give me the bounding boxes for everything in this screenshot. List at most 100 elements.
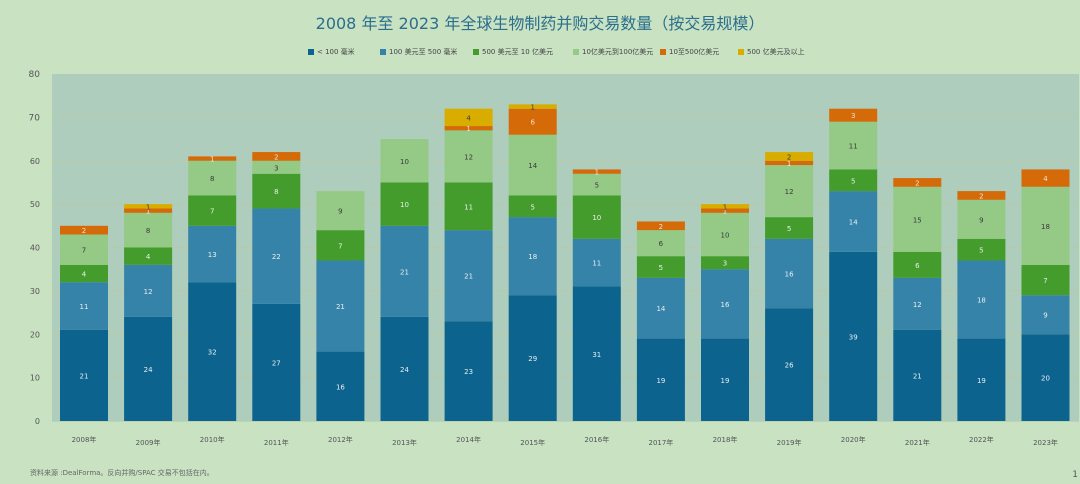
y-tick-label: 40 <box>30 244 40 253</box>
data-label: 4 <box>146 253 151 261</box>
data-label: 6 <box>915 262 920 270</box>
legend-label: 500 美元至 10 亿美元 <box>482 48 553 56</box>
bar-segment <box>188 225 237 283</box>
bar-segment <box>893 178 942 187</box>
x-tick-label: 2015年 <box>520 438 545 447</box>
bar-segment <box>380 139 429 183</box>
legend-item-100m-500m: 100 美元至 500 毫米 <box>380 47 457 57</box>
bar-stack: 29 18 5 14 6 1 <box>508 104 557 421</box>
data-label: 2 <box>787 153 791 161</box>
bar-stack: 26 16 5 12 12 <box>765 152 814 421</box>
y-tick-label: 30 <box>30 287 40 296</box>
bar-segment <box>957 238 1006 261</box>
bar-segment <box>572 169 621 174</box>
bar-segment <box>701 204 749 209</box>
data-label: 8 <box>146 227 150 235</box>
bar-segment <box>124 264 173 317</box>
bar-segment <box>60 329 108 421</box>
bar-segment <box>316 230 365 261</box>
bar-segment <box>252 173 301 209</box>
data-label: 2 <box>82 227 86 235</box>
legend-swatch <box>738 49 744 55</box>
data-label: 6 <box>659 240 664 248</box>
data-label: 9 <box>338 208 342 216</box>
data-label: 5 <box>659 264 663 272</box>
bar-segment <box>188 282 237 421</box>
bar-segment <box>893 251 942 278</box>
bar-segment <box>444 126 493 131</box>
bar-segment <box>957 260 1006 339</box>
bar-segment <box>893 277 942 330</box>
legend-item-1b-50b: 10至500亿美元 <box>660 47 719 57</box>
bar-segment <box>444 130 493 183</box>
x-tick-label: 2011年 <box>264 438 289 447</box>
bar-segment <box>572 286 621 421</box>
data-label: 12 <box>913 301 922 309</box>
legend-swatch <box>573 49 579 55</box>
legend: < 100 毫米 100 美元至 500 毫米 500 美元至 10 亿美元 1… <box>300 44 820 60</box>
bar-segment <box>380 182 429 226</box>
data-label: 7 <box>210 208 214 216</box>
bar-segment <box>701 256 749 270</box>
data-label: 3 <box>723 260 727 268</box>
data-label: 39 <box>849 333 858 341</box>
data-label: 21 <box>913 372 922 380</box>
bar-segment <box>252 160 301 174</box>
bar-segment <box>444 321 493 421</box>
data-label: 9 <box>1043 312 1047 320</box>
data-label: 10 <box>400 158 409 166</box>
x-tick-label: 2012年 <box>328 435 353 444</box>
legend-swatch <box>660 49 666 55</box>
data-label: 1 <box>530 104 534 112</box>
data-label: 10 <box>592 214 601 222</box>
data-label: 8 <box>210 175 214 183</box>
data-label: 11 <box>849 143 858 151</box>
bar-segment <box>765 152 814 161</box>
data-label: 2 <box>979 192 983 200</box>
bar-segment <box>444 108 493 127</box>
x-tick-label: 2016年 <box>584 435 609 444</box>
data-label: 20 <box>1041 375 1050 383</box>
bar-stack: 39 14 5 11 3 <box>829 108 878 421</box>
data-label: 24 <box>400 366 409 374</box>
data-label: 12 <box>785 188 794 196</box>
data-label: 1 <box>595 169 599 177</box>
bar-segment <box>60 282 108 330</box>
x-tick-label: 2018年 <box>713 435 738 444</box>
bar-stack: 20 9 7 18 4 <box>1021 169 1070 421</box>
bar-segment <box>829 108 878 122</box>
bar-segment <box>893 186 942 252</box>
chart-title: 2008 年至 2023 年全球生物制药并购交易数量（按交易规模） <box>315 14 765 33</box>
bar-segment <box>124 316 173 421</box>
legend-item-lt100m: < 100 毫米 <box>308 47 355 57</box>
page-marker: 1 <box>1072 470 1078 480</box>
data-label: 1 <box>146 203 150 211</box>
bar-segment <box>252 152 301 161</box>
data-label: 2 <box>274 153 278 161</box>
bar-stack: 24 21 10 10 <box>380 139 429 421</box>
data-label: 21 <box>336 303 345 311</box>
bar-segment <box>701 269 749 339</box>
x-tick-label: 2021年 <box>905 438 930 447</box>
footnote: 资料来源 :DealForma。反向并购/SPAC 交易不包括在内。 <box>30 469 214 477</box>
data-label: 12 <box>464 153 473 161</box>
data-label: 4 <box>1043 175 1048 183</box>
bar-stack: 32 13 7 8 1 <box>188 156 237 421</box>
data-label: 24 <box>144 366 153 374</box>
data-label: 1 <box>723 203 727 211</box>
data-label: 1 <box>723 208 727 216</box>
x-axis: 2008年 2009年 2010年 2011年 2012年 2013年 2014年 2015年… <box>72 435 1058 447</box>
bar-segment <box>829 251 878 421</box>
bar-segment <box>829 121 878 170</box>
data-label: 21 <box>464 273 473 281</box>
x-tick-label: 2023年 <box>1033 438 1058 447</box>
bar-segment <box>316 351 365 421</box>
bar-segment <box>444 230 493 322</box>
bar-segment <box>60 264 108 283</box>
bar-segment <box>765 238 814 309</box>
bar-segment <box>508 195 557 218</box>
bar-segment <box>893 329 942 421</box>
x-tick-label: 2009年 <box>136 438 161 447</box>
bar-segment <box>957 338 1006 421</box>
